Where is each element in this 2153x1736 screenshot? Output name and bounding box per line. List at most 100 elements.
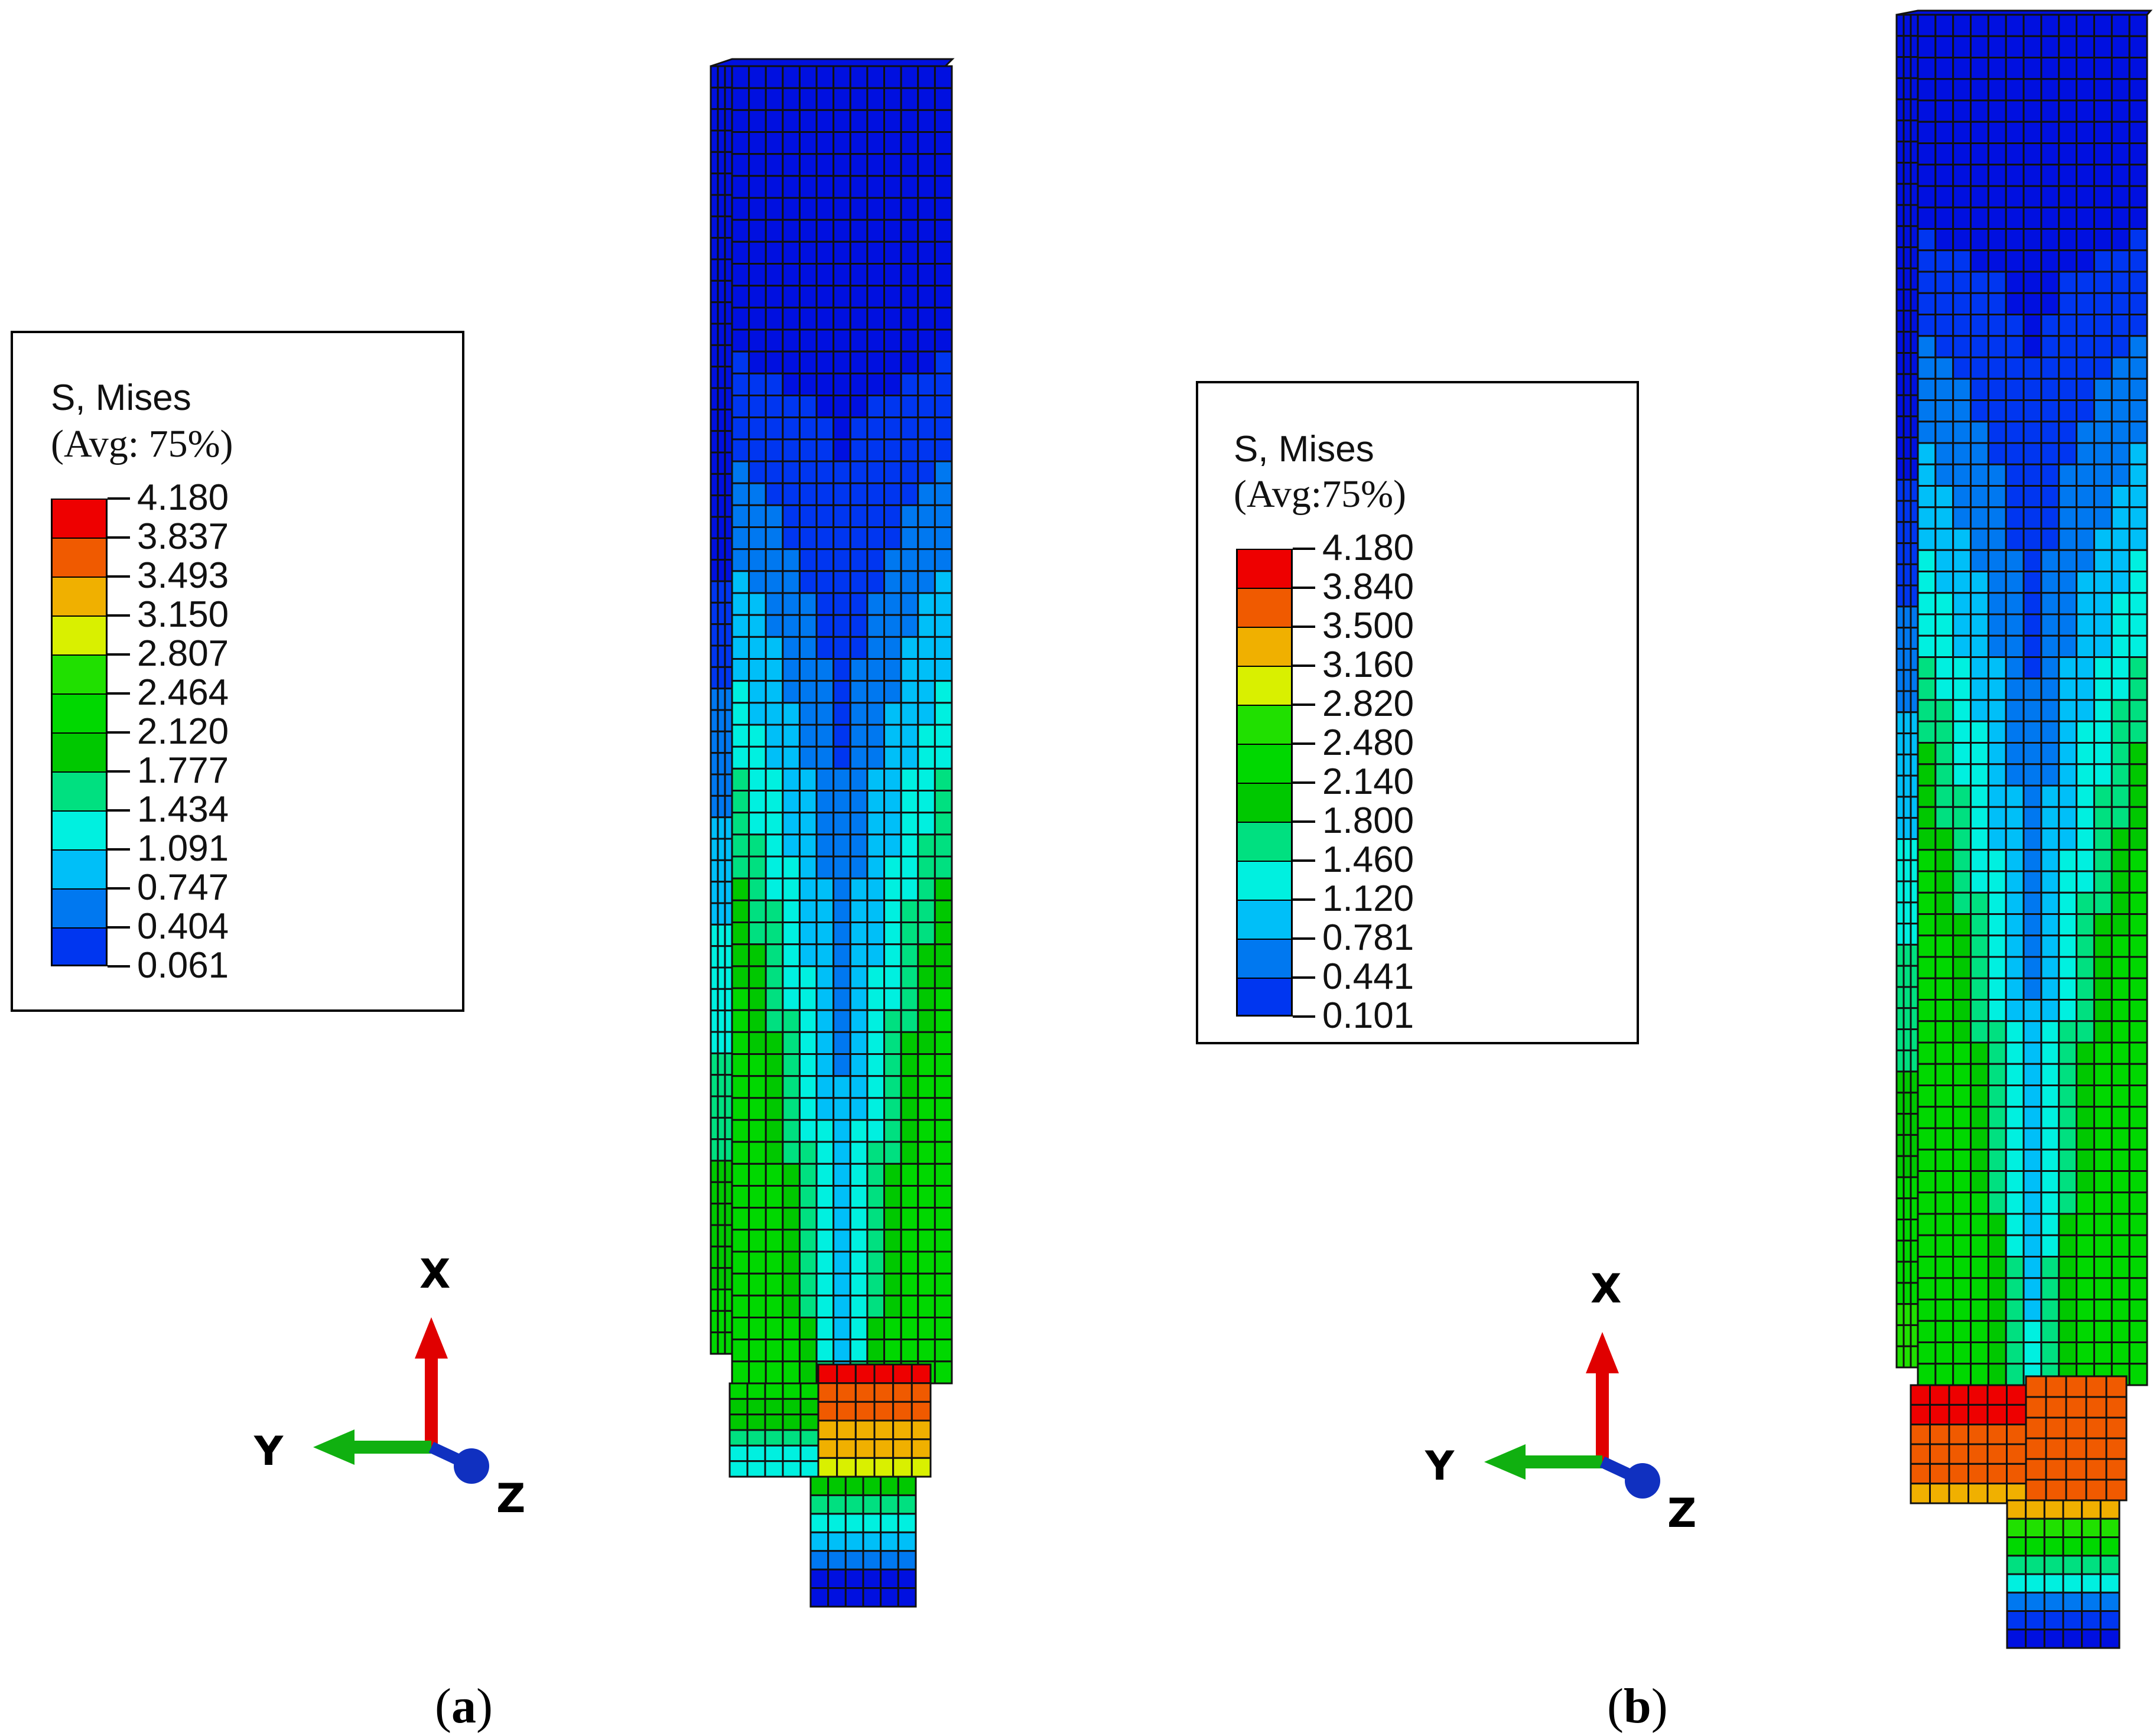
mesh-element [2110,934,2131,958]
mesh-element [1917,956,1937,979]
mesh-element [2058,1127,2078,1151]
mesh-element [934,416,953,441]
mesh-element [717,838,726,861]
mesh-element [832,526,851,551]
mesh-element [934,109,953,133]
mesh-element [1987,656,2007,680]
mesh-element [849,1119,869,1143]
mesh-element [1902,563,1912,587]
mesh-element [917,416,936,441]
mesh-element [1970,784,1989,808]
mesh-element [2128,399,2148,423]
mesh-element [1895,56,1905,79]
mesh-element [880,1568,899,1590]
mesh-element [1910,141,1919,164]
mesh-element [1952,228,1972,252]
mesh-element [844,1568,864,1590]
mesh-element [1934,1127,1954,1151]
mesh-element [798,1162,818,1187]
mesh-element [728,1382,749,1400]
mesh-element [900,987,919,1011]
mesh-element [2076,1020,2095,1044]
mesh-element [2062,1517,2083,1538]
mesh-element [710,451,719,475]
mesh-element [731,1031,750,1056]
mesh-element [2128,1041,2148,1065]
mesh-element [2099,1517,2121,1538]
mesh-element [1895,478,1905,502]
mesh-element [1902,331,1912,354]
mesh-element [2025,1437,2047,1460]
mesh-element [765,680,784,704]
mesh-element [1917,271,1937,294]
mesh-element [2085,1478,2108,1502]
mesh-element [2022,634,2043,658]
mesh-element [710,1267,719,1291]
mesh-element [917,438,936,463]
mesh-element [2128,720,2148,744]
mesh-element [765,460,784,484]
legend-value: 3.493 [137,555,229,596]
mesh-element [832,724,851,748]
mesh-element [717,1052,726,1076]
mesh-element [2040,485,2060,509]
mesh-element [1917,1363,1937,1386]
mesh-element [1987,335,2007,359]
mesh-element [854,1400,876,1422]
mesh-element [2005,249,2025,273]
mesh-element [1895,923,1905,946]
mesh-element [1902,204,1912,227]
mesh-element [2058,142,2078,166]
mesh-element [782,745,801,770]
mesh-element [832,702,851,726]
mesh-element [815,482,835,506]
mesh-element [782,1053,801,1077]
mesh-element [883,87,902,111]
mesh-element [883,724,902,748]
mesh-element [1902,161,1912,185]
mesh-element [1902,1070,1912,1094]
mesh-element [917,263,936,287]
mesh-element [934,372,953,396]
mesh-element [798,395,818,419]
mesh-element [832,1294,851,1318]
panel-label-b: (b) [1607,1679,1668,1734]
mesh-element [1902,669,1912,692]
mesh-element [2105,1458,2128,1481]
mesh-element [832,1338,851,1363]
mesh-element [934,285,953,309]
mesh-element [724,988,733,1012]
mesh-element [798,482,818,506]
mesh-element [1948,1403,1969,1426]
mesh-element [1970,1341,1989,1365]
mesh-element [866,702,886,726]
mesh-element [1970,206,1989,230]
mesh-element [817,1400,838,1422]
mesh-element [1902,627,1912,650]
mesh-element [827,1587,847,1608]
mesh-element [1970,506,1989,530]
mesh-element [765,1141,784,1165]
mesh-element [798,1360,818,1385]
mesh-element [2058,228,2078,252]
mesh-element [815,1162,835,1187]
mesh-element [2058,763,2078,787]
mesh-element [917,1185,936,1209]
mesh-element [731,1294,750,1318]
mesh-element [724,344,733,368]
mesh-element [782,153,801,177]
mesh-element [1929,1424,1950,1445]
mesh-element [815,877,835,901]
mesh-element [883,812,902,836]
mesh-element [883,790,902,814]
mesh-element [2093,206,2113,230]
mesh-element [849,812,869,836]
mesh-element [832,1141,851,1165]
mesh-element [2058,849,2078,872]
mesh-element [717,279,726,304]
mesh-element [731,87,750,111]
mesh-element [765,1119,784,1143]
mesh-element [724,1159,733,1183]
mesh-element [798,570,818,594]
mesh-element [1967,1443,1989,1465]
